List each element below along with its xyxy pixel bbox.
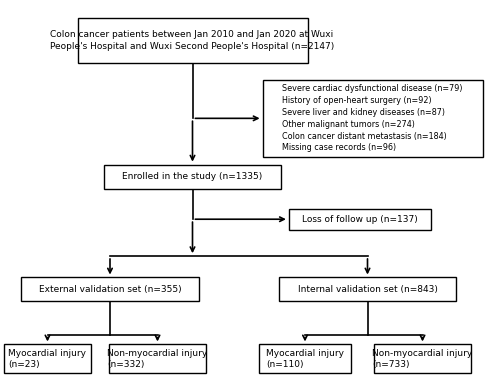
FancyBboxPatch shape xyxy=(374,345,471,373)
Text: Colon cancer patients between Jan 2010 and Jan 2020 at Wuxi
People's Hospital an: Colon cancer patients between Jan 2010 a… xyxy=(50,30,335,51)
Text: Myocardial injury
(n=110): Myocardial injury (n=110) xyxy=(266,348,344,369)
FancyBboxPatch shape xyxy=(109,345,206,373)
Text: Enrolled in the study (n=1335): Enrolled in the study (n=1335) xyxy=(122,172,262,181)
FancyBboxPatch shape xyxy=(279,277,456,301)
FancyBboxPatch shape xyxy=(289,209,431,230)
Text: Non-myocardial injury
(n=332): Non-myocardial injury (n=332) xyxy=(108,348,208,369)
FancyBboxPatch shape xyxy=(78,18,308,63)
FancyBboxPatch shape xyxy=(262,80,482,157)
FancyBboxPatch shape xyxy=(104,165,281,189)
Text: Internal validation set (n=843): Internal validation set (n=843) xyxy=(298,284,438,294)
Text: Severe cardiac dysfunctional disease (n=79)
History of open-heart surgery (n=92): Severe cardiac dysfunctional disease (n=… xyxy=(282,84,463,152)
Text: Non-myocardial injury
(n=733): Non-myocardial injury (n=733) xyxy=(372,348,472,369)
Text: Myocardial injury
(n=23): Myocardial injury (n=23) xyxy=(8,348,86,369)
FancyBboxPatch shape xyxy=(22,277,199,301)
FancyBboxPatch shape xyxy=(259,345,351,373)
Text: Loss of follow up (n=137): Loss of follow up (n=137) xyxy=(302,215,418,224)
Text: External validation set (n=355): External validation set (n=355) xyxy=(38,284,182,294)
FancyBboxPatch shape xyxy=(4,345,91,373)
